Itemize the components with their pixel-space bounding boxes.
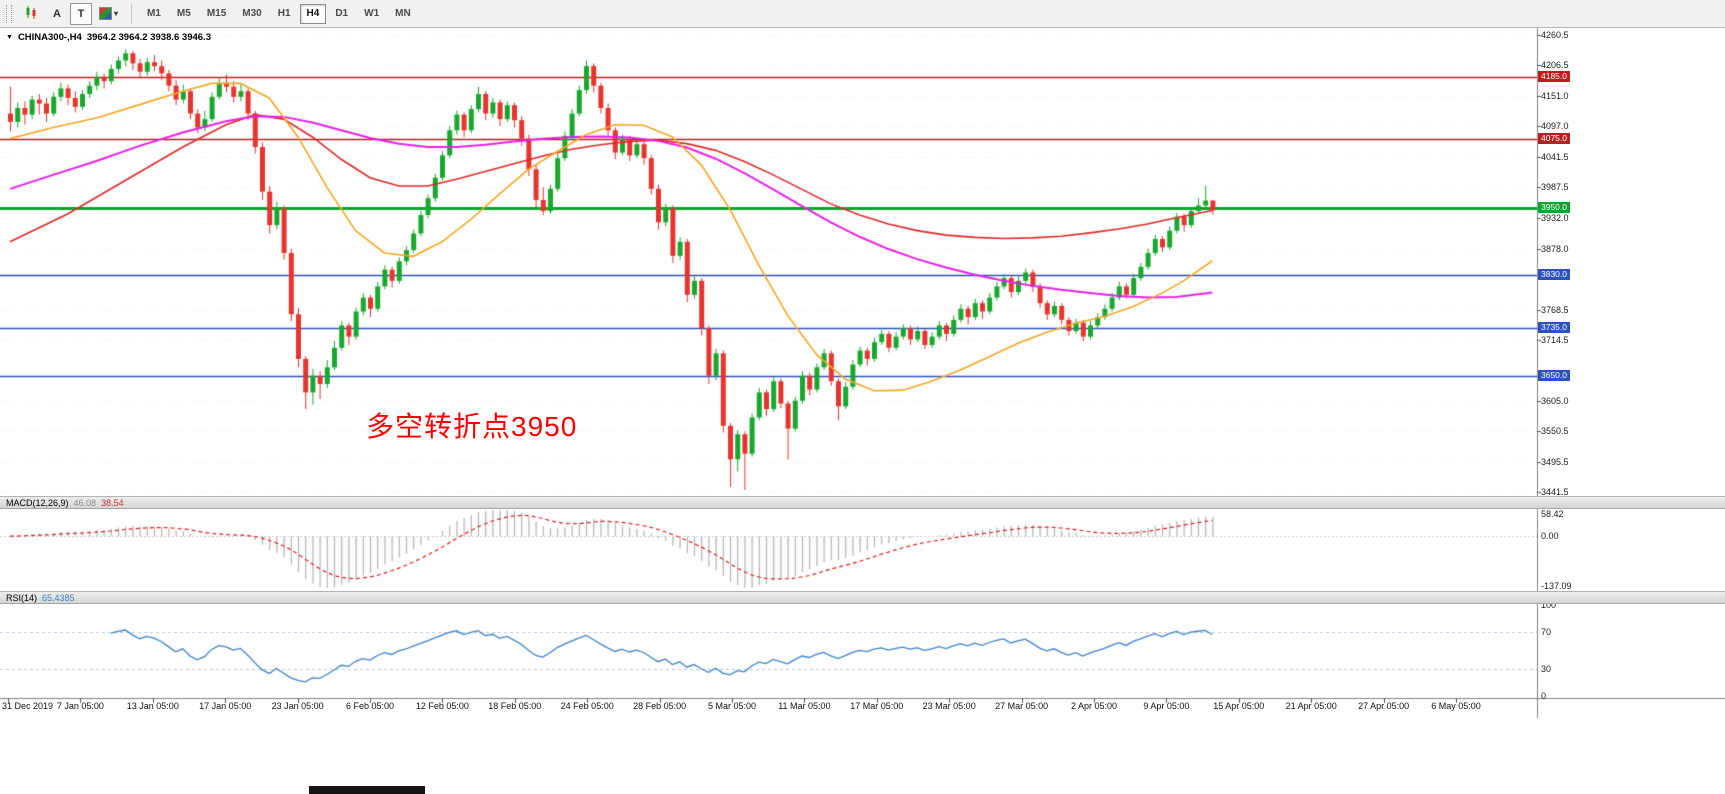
time-axis-label: 12 Feb 05:00: [415, 701, 469, 711]
price-axis-label: 3714.5: [1541, 334, 1569, 345]
timeframe-h1-button[interactable]: H1: [271, 4, 298, 24]
timeframe-m30-button[interactable]: M30: [235, 4, 268, 24]
hline-price-badge: 3735.0: [1538, 322, 1570, 334]
rsi-axis-label: 30: [1541, 663, 1552, 674]
rsi-axis-label: 70: [1541, 627, 1552, 638]
price-axis-label: 4260.5: [1541, 30, 1569, 41]
time-axis-label: 24 Feb 05:00: [560, 701, 614, 711]
macd-axis-label: 58.42: [1541, 508, 1564, 519]
time-axis-label: 11 Mar 05:00: [778, 701, 831, 711]
hline-price-badge: 3650.0: [1538, 369, 1570, 381]
price-axis-label: 3768.5: [1541, 304, 1569, 315]
timeframe-h4-button[interactable]: H4: [299, 3, 327, 24]
rsi-label: RSI(14): [6, 592, 38, 603]
rsi-axis-label: 100: [1541, 600, 1557, 610]
time-axis-label: 23 Jan 05:00: [271, 701, 324, 711]
time-axis-label: 15 Apr 05:00: [1213, 701, 1265, 711]
timeframe-m1-button[interactable]: M1: [140, 4, 168, 24]
time-axis-label: 6 May 05:00: [1431, 701, 1481, 711]
time-axis-label: 17 Jan 05:00: [199, 701, 252, 711]
timeframe-m15-button[interactable]: M15: [200, 4, 233, 24]
time-axis-label: 9 Apr 05:00: [1143, 701, 1190, 711]
hline-price-badge: 4075.0: [1538, 132, 1570, 144]
chart-marker-icon: ▼: [6, 34, 13, 41]
chart-symbol-period: CHINA300-,H4: [17, 32, 82, 43]
macd-label: MACD(12,26,9): [6, 497, 69, 508]
arrow-tool-button[interactable]: A: [46, 3, 68, 25]
macd-axis-label: 0.00: [1541, 531, 1559, 542]
time-axis-label: 27 Apr 05:00: [1358, 701, 1410, 711]
timeframe-d1-button[interactable]: D1: [328, 4, 355, 24]
price-axis-label: 3932.0: [1541, 213, 1569, 224]
timeframe-w1-button[interactable]: W1: [357, 4, 386, 24]
time-axis-label: 13 Jan 05:00: [126, 701, 179, 711]
price-axis-label: 4097.0: [1541, 121, 1569, 132]
hline-price-badge: 4185.0: [1538, 71, 1570, 83]
rsi-panel-divider[interactable]: RSI(14) 65.4385: [0, 591, 1725, 604]
chevron-down-icon: ▾: [114, 9, 119, 18]
rsi-axis-label: 0: [1541, 691, 1547, 701]
chart-annotation-text[interactable]: 多空转折点3950: [366, 411, 578, 442]
time-axis-label: 18 Feb 05:00: [488, 701, 542, 711]
macd-panel-divider[interactable]: MACD(12,26,9) 46.08 38.54: [0, 496, 1725, 509]
chart-ohlc-values: 3964.2 3964.2 3938.6 3946.3: [86, 32, 211, 43]
time-axis-label: 17 Mar 05:00: [850, 701, 904, 711]
candlestick-chart-icon: [24, 5, 39, 23]
hline-price-badge: 3950.0: [1538, 202, 1570, 214]
timeframe-mn-button[interactable]: MN: [388, 4, 418, 24]
macd-axis-label: -137.09: [1541, 581, 1572, 591]
macd-main-value: 46.08: [73, 497, 97, 508]
price-axis-label: 4041.5: [1541, 152, 1569, 163]
toolbar-drag-handle[interactable]: [6, 4, 12, 23]
time-axis-label: 21 Apr 05:00: [1285, 701, 1337, 711]
price-axis-label: 4206.5: [1541, 60, 1569, 71]
timeframe-toolbar: M1 M5 M15 M30 H1 H4 D1 W1 MN: [139, 3, 419, 24]
time-axis-label: 28 Feb 05:00: [633, 701, 687, 711]
time-axis-label: 6 Feb 05:00: [345, 701, 395, 711]
price-axis-label: 3878.0: [1541, 243, 1569, 254]
time-axis-label: 2 Apr 05:00: [1070, 701, 1118, 711]
palette-icon: [99, 7, 112, 20]
toolbar-separator: [131, 3, 133, 24]
taskbar-fragment: [309, 786, 425, 794]
text-tool-button[interactable]: T: [70, 2, 92, 25]
toolbar: A T ▾ M1 M5 M15 M30 H1 H4 D1 W1 MN: [0, 0, 1725, 28]
price-axis-label: 3495.5: [1541, 456, 1569, 467]
timeframe-m5-button[interactable]: M5: [170, 4, 198, 24]
time-axis-label: 7 Jan 05:00: [56, 701, 104, 711]
hline-price-badge: 3830.0: [1538, 269, 1570, 281]
time-axis-label: 27 Mar 05:00: [995, 701, 1049, 711]
time-axis-label: 23 Mar 05:00: [922, 701, 976, 711]
price-axis-label: 3441.5: [1541, 486, 1569, 497]
price-axis-label: 4151.0: [1541, 91, 1569, 102]
chart-title: ▼ CHINA300-,H4 3964.2 3964.2 3938.6 3946…: [6, 32, 211, 43]
time-axis-label: 5 Mar 05:00: [707, 701, 757, 711]
price-axis-label: 3987.5: [1541, 182, 1569, 193]
chart-type-button[interactable]: [19, 3, 44, 25]
time-axis-label: 31 Dec 2019: [2, 701, 54, 711]
rsi-value: 65.4385: [42, 592, 75, 603]
macd-signal-value: 38.54: [101, 497, 124, 508]
price-axis-label: 3605.0: [1541, 395, 1569, 406]
chart-canvas[interactable]: [0, 28, 1725, 794]
price-axis-label: 3550.5: [1541, 426, 1569, 437]
palette-button[interactable]: ▾: [94, 3, 123, 25]
